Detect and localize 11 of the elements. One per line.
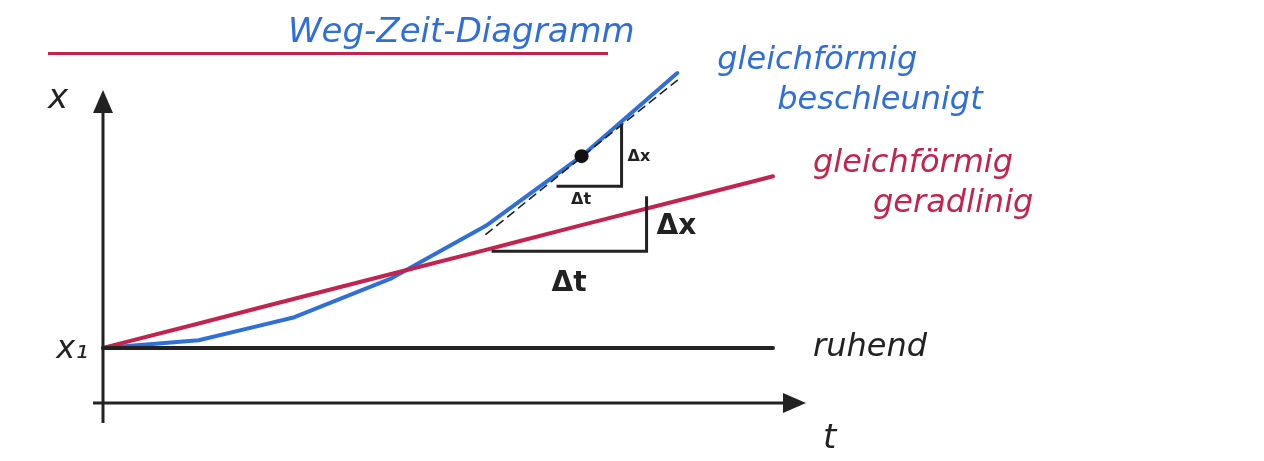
series-label: ruhend (813, 325, 928, 364)
series-label: gleichförmig beschleunigt (717, 39, 985, 117)
annotation: Δt (571, 189, 592, 209)
y-axis-title: x (47, 76, 69, 116)
text: x₁ (55, 327, 88, 366)
chart-title: Weg-Zeit-Diagramm (288, 10, 635, 50)
annotation: Δt (551, 265, 587, 299)
annotation: Δx (627, 146, 651, 166)
annotation: Δx (656, 207, 697, 241)
series-label: gleichförmig geradlinig (813, 142, 1034, 221)
x-axis-title: t (823, 416, 838, 456)
